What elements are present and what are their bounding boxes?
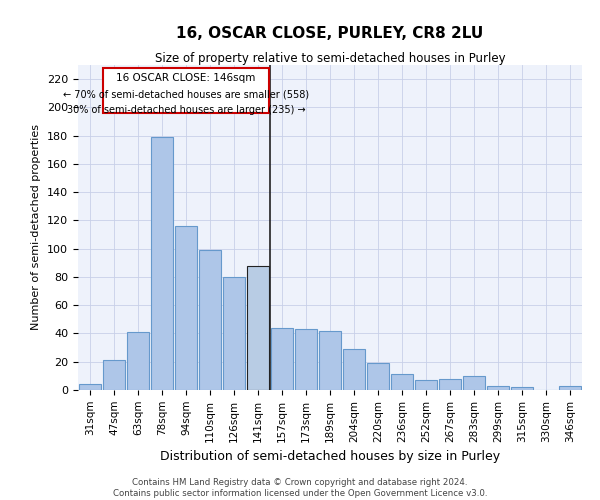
Bar (103, 360, 125, 390)
Y-axis label: Number of semi-detached properties: Number of semi-detached properties (31, 124, 41, 330)
Bar (247, 266, 269, 390)
Bar (391, 374, 413, 390)
Bar (271, 328, 293, 390)
Text: Contains HM Land Registry data © Crown copyright and database right 2024.
Contai: Contains HM Land Registry data © Crown c… (113, 478, 487, 498)
Bar (559, 386, 581, 390)
Bar (295, 329, 317, 390)
Text: ← 70% of semi-detached houses are smaller (558): ← 70% of semi-detached houses are smalle… (63, 89, 309, 99)
Bar (415, 380, 437, 390)
Bar (223, 277, 245, 390)
FancyBboxPatch shape (103, 68, 269, 113)
Bar (79, 384, 101, 390)
Bar (439, 378, 461, 390)
Bar (463, 376, 485, 390)
Bar (127, 332, 149, 390)
Bar (487, 386, 509, 390)
Bar (151, 137, 173, 390)
Bar (511, 387, 533, 390)
Title: Size of property relative to semi-detached houses in Purley: Size of property relative to semi-detach… (155, 52, 505, 65)
Bar (199, 250, 221, 390)
X-axis label: Distribution of semi-detached houses by size in Purley: Distribution of semi-detached houses by … (160, 450, 500, 463)
Text: 16, OSCAR CLOSE, PURLEY, CR8 2LU: 16, OSCAR CLOSE, PURLEY, CR8 2LU (176, 26, 484, 40)
Bar (175, 226, 197, 390)
Bar (319, 330, 341, 390)
Bar (367, 363, 389, 390)
Text: 30% of semi-detached houses are larger (235) →: 30% of semi-detached houses are larger (… (67, 104, 305, 115)
Text: 16 OSCAR CLOSE: 146sqm: 16 OSCAR CLOSE: 146sqm (116, 74, 256, 84)
Bar (343, 349, 365, 390)
